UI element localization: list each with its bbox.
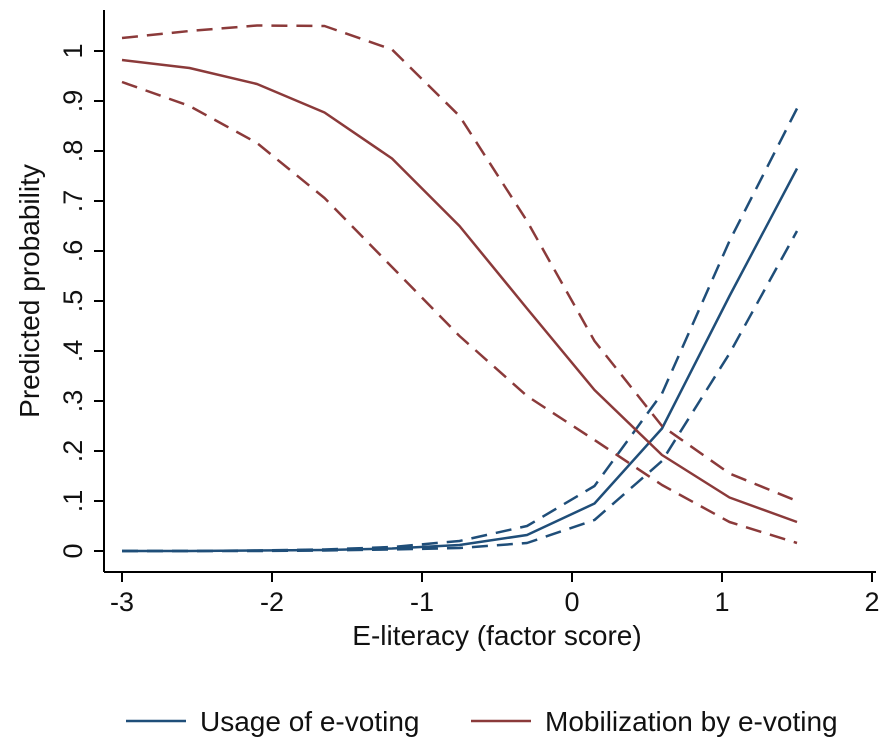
y-tick-label: .9 [58, 90, 88, 113]
y-tick-label: 0 [58, 543, 88, 558]
y-tick-label: .4 [58, 340, 88, 363]
x-tick-label: 1 [714, 587, 729, 617]
x-tick-label: 0 [564, 587, 579, 617]
series-line-6-dashed [121, 80, 798, 545]
series-line-2-dashed [122, 107, 799, 553]
y-axis-title: Predicted probability [14, 164, 45, 418]
plot-area: 0 .1 .2 .3 .4 .5 .6 .7 .8 .9 1 -3 -2 -1 0 1 2 [58, 10, 880, 617]
x-axis-title: E-literacy (factor score) [352, 620, 641, 651]
x-tick-label: 2 [864, 587, 879, 617]
y-tick-label: .3 [58, 390, 88, 413]
x-axis-ticks: -3 -2 -1 0 1 2 [110, 572, 880, 617]
y-tick-label: .8 [58, 140, 88, 163]
series-line-3-dashed [122, 230, 799, 553]
legend: Usage of e-voting Mobilization by e-votin… [126, 706, 838, 737]
y-tick-label: .7 [58, 190, 88, 213]
x-tick-label: -3 [110, 587, 134, 617]
x-tick-label: -2 [260, 587, 284, 617]
y-tick-label: .1 [58, 490, 88, 513]
x-tick-label: -1 [410, 587, 434, 617]
series-line-4-solid [121, 58, 798, 524]
y-tick-label: .2 [58, 440, 88, 463]
y-tick-label: .5 [58, 290, 88, 313]
legend-label: Usage of e-voting [200, 706, 419, 737]
series-line-5-dashed [121, 24, 798, 503]
y-tick-label: .6 [58, 240, 88, 263]
series-layer [121, 24, 799, 553]
y-axis-ticks: 0 .1 .2 .3 .4 .5 .6 .7 .8 .9 1 [58, 43, 104, 559]
y-tick-label: 1 [58, 43, 88, 58]
legend-label: Mobilization by e-voting [545, 706, 838, 737]
